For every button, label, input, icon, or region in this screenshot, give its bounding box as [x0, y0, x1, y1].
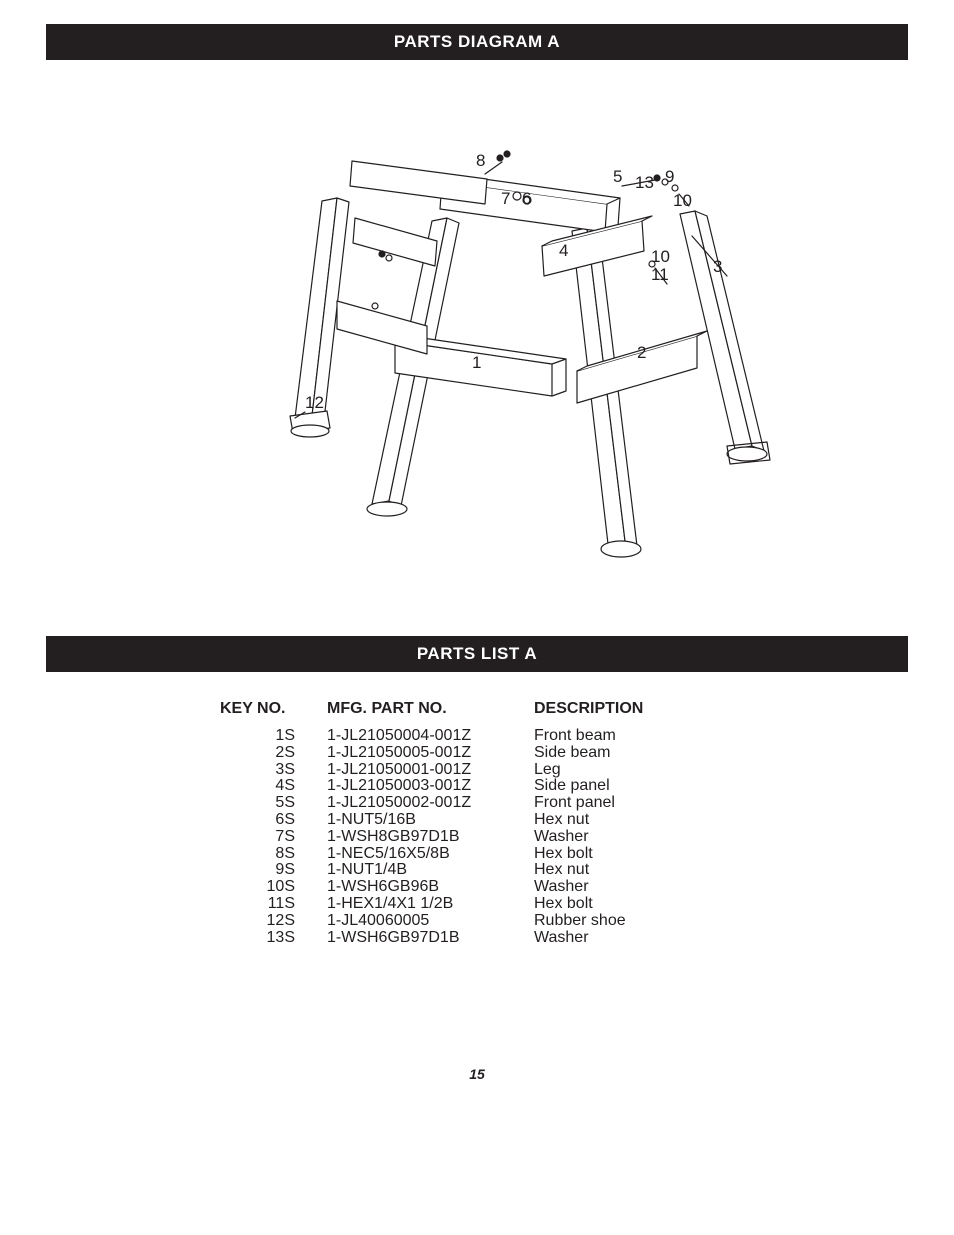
table-row: 12S: [220, 913, 295, 930]
callout-label: 1: [472, 353, 481, 372]
table-row: Hex bolt: [534, 846, 734, 863]
callout-label: 7: [501, 189, 510, 208]
table-row: 1-JL21050002-001Z: [327, 795, 522, 812]
table-row: 13S: [220, 930, 295, 947]
table-row: 3S: [220, 762, 295, 779]
table-row: Leg: [534, 762, 734, 779]
callout-label: 6: [522, 189, 531, 208]
column-desc: DESCRIPTION Front beamSide beamLegSide p…: [534, 700, 734, 946]
table-row: 6S: [220, 812, 295, 829]
table-row: 11S: [220, 896, 295, 913]
table-row: 10S: [220, 879, 295, 896]
callout-label: 8: [476, 151, 485, 170]
col-header-mfg: MFG. PART NO.: [327, 700, 522, 718]
table-row: 1-NEC5/16X5/8B: [327, 846, 522, 863]
table-row: Front beam: [534, 728, 734, 745]
callout-label: 2: [637, 343, 646, 362]
table-row: 1-JL21050003-001Z: [327, 778, 522, 795]
table-row: 1-WSH8GB97D1B: [327, 829, 522, 846]
table-row: Washer: [534, 879, 734, 896]
table-row: 1-JL40060005: [327, 913, 522, 930]
table-row: Side panel: [534, 778, 734, 795]
table-row: 7S: [220, 829, 295, 846]
table-row: Hex nut: [534, 862, 734, 879]
callout-label: 10: [651, 247, 670, 266]
table-row: Hex bolt: [534, 896, 734, 913]
parts-list-table: KEY NO. 1S2S3S4S5S6S7S8S9S10S11S12S13S M…: [0, 700, 954, 946]
column-key: KEY NO. 1S2S3S4S5S6S7S8S9S10S11S12S13S: [220, 700, 315, 946]
table-row: 4S: [220, 778, 295, 795]
diagram-header: PARTS DIAGRAM A: [46, 24, 908, 60]
column-mfg: MFG. PART NO. 1-JL21050004-001Z1-JL21050…: [327, 700, 522, 946]
table-row: 1-JL21050004-001Z: [327, 728, 522, 745]
table-row: Washer: [534, 930, 734, 947]
exploded-view-svg: 8765139104101132112: [127, 106, 827, 566]
table-row: 1-NUT1/4B: [327, 862, 522, 879]
table-row: 1-HEX1/4X1 1/2B: [327, 896, 522, 913]
table-row: 8S: [220, 846, 295, 863]
col-header-desc: DESCRIPTION: [534, 700, 734, 718]
parts-diagram: 8765139104101132112: [46, 60, 908, 612]
table-row: 1-JL21050001-001Z: [327, 762, 522, 779]
table-row: Rubber shoe: [534, 913, 734, 930]
table-row: 1-WSH6GB96B: [327, 879, 522, 896]
table-row: Front panel: [534, 795, 734, 812]
callout-label: 9: [665, 167, 674, 186]
table-row: 5S: [220, 795, 295, 812]
callout-label: 11: [651, 265, 669, 284]
table-row: Side beam: [534, 745, 734, 762]
table-row: Washer: [534, 829, 734, 846]
callout-label: 5: [613, 167, 622, 186]
callout-label: 3: [713, 257, 722, 276]
callout-label: 4: [559, 241, 568, 260]
table-row: 1S: [220, 728, 295, 745]
table-row: 2S: [220, 745, 295, 762]
col-header-key: KEY NO.: [220, 700, 295, 718]
page-number: 15: [0, 1066, 954, 1112]
callout-label: 12: [305, 393, 324, 412]
table-row: 9S: [220, 862, 295, 879]
callout-label: 13: [635, 173, 654, 192]
list-header: PARTS LIST A: [46, 636, 908, 672]
table-row: 1-NUT5/16B: [327, 812, 522, 829]
table-row: 1-JL21050005-001Z: [327, 745, 522, 762]
table-row: 1-WSH6GB97D1B: [327, 930, 522, 947]
table-row: Hex nut: [534, 812, 734, 829]
callout-label: 10: [673, 191, 692, 210]
